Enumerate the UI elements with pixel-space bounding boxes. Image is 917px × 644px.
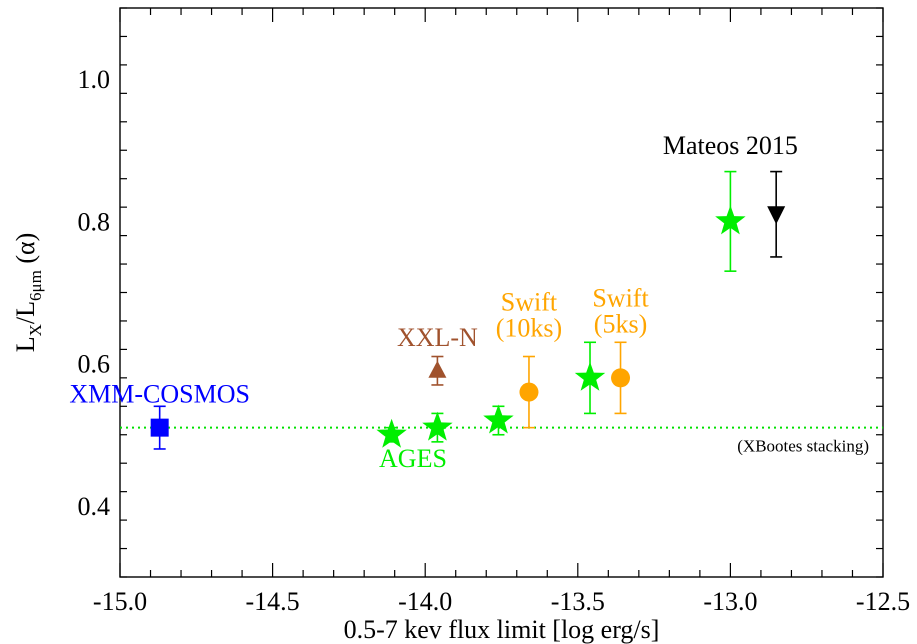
data-markers [150, 205, 786, 448]
y-axis-label: LX/L6μm (α) [11, 233, 45, 353]
triangle-up-marker [428, 360, 447, 378]
annotation-xxl: XXL-N [397, 323, 478, 352]
annotation-line: AGES [379, 444, 447, 473]
x-tick-label: -12.5 [856, 587, 910, 616]
circle-marker [611, 368, 631, 388]
x-tick-label: -13.5 [551, 587, 605, 616]
annotation-line: Swift [592, 284, 649, 313]
reference-line-group: (XBootes stacking) [120, 426, 883, 456]
annotation-line: XMM-COSMOS [69, 380, 250, 409]
y-tick-label: 0.8 [78, 207, 111, 236]
star-marker [422, 411, 453, 441]
star-marker [376, 418, 407, 448]
triangle-down-marker [767, 206, 786, 225]
annotation-ages: AGES [379, 444, 447, 473]
reference-line-label: (XBootes stacking) [737, 437, 869, 456]
star-marker [574, 361, 606, 391]
circle-marker [519, 382, 539, 402]
star-marker [483, 404, 514, 434]
square-marker [150, 418, 169, 437]
annotation-mateos: Mateos 2015 [663, 131, 798, 160]
x-tick-label: -14.0 [398, 587, 452, 616]
annotation-line: (5ks) [594, 310, 647, 339]
annotation-swift10: Swift (10ks) [496, 287, 562, 342]
x-axis-label: 0.5-7 kev flux limit [log erg/s] [344, 615, 660, 644]
x-tick-label: -14.5 [246, 587, 300, 616]
axes: -15.0 -14.5 -14.0 -13.5 -13.0 -12.5 0.4 0.6 0.8 1… [78, 7, 910, 616]
annotation-xmm: XMM-COSMOS [69, 380, 250, 409]
annotation-line: Mateos 2015 [663, 131, 798, 160]
y-tick-label: 0.6 [78, 350, 111, 379]
annotation-line: XXL-N [397, 323, 478, 352]
y-tick-label: 0.4 [78, 492, 111, 521]
star-marker [715, 205, 746, 235]
annotation-swift5: Swift (5ks) [592, 284, 649, 339]
x-tick-label: -13.0 [703, 587, 757, 616]
y-tick-label: 1.0 [78, 65, 111, 94]
annotation-line: (10ks) [496, 313, 562, 342]
annotation-line: Swift [501, 287, 558, 316]
x-tick-label: -15.0 [93, 587, 147, 616]
